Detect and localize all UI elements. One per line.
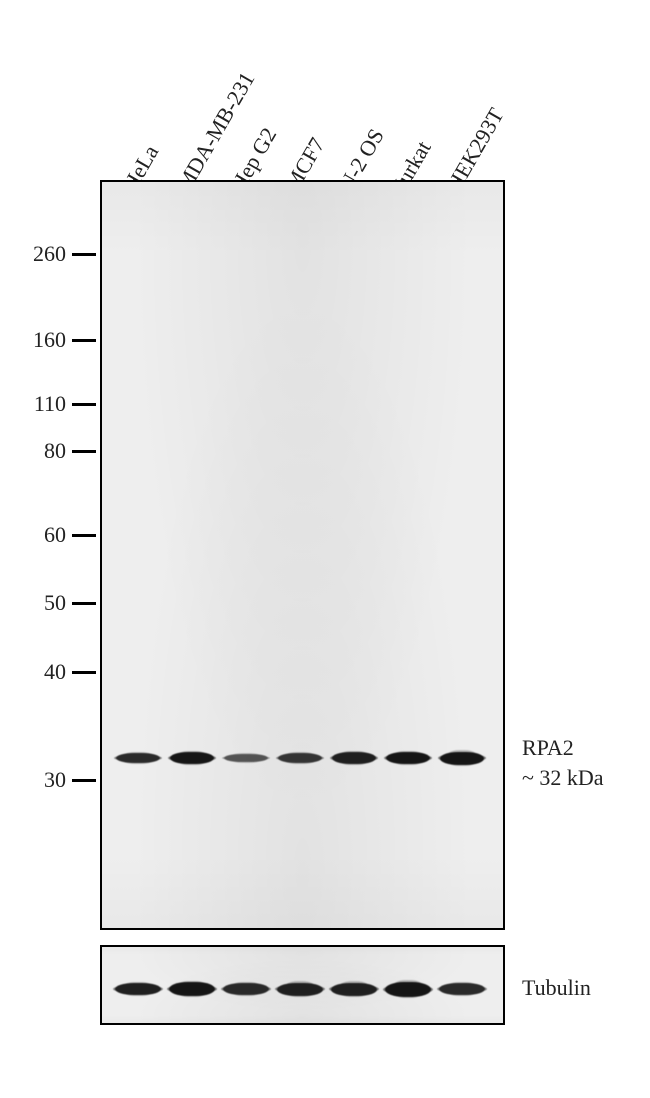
protein-band	[385, 982, 431, 997]
protein-band	[332, 752, 376, 764]
protein-band	[277, 983, 323, 996]
mw-label: 110	[0, 393, 66, 415]
right-label: RPA2~ 32 kDa	[522, 733, 604, 792]
protein-band	[115, 983, 161, 995]
protein-band	[278, 753, 322, 763]
mw-tick	[72, 534, 96, 537]
protein-band	[116, 753, 160, 763]
right-label-line1: Tubulin	[522, 973, 591, 1003]
mw-label: 160	[0, 329, 66, 351]
mw-label: 40	[0, 661, 66, 683]
protein-band	[331, 983, 377, 996]
protein-band	[439, 983, 485, 995]
protein-band	[440, 752, 484, 765]
mw-label: 60	[0, 524, 66, 546]
film-shading	[102, 182, 503, 928]
mw-tick	[72, 779, 96, 782]
mw-tick	[72, 602, 96, 605]
mw-label: 80	[0, 440, 66, 462]
mw-label: 50	[0, 592, 66, 614]
western-blot-figure: HeLaMDA-MB-231Hep G2MCF7U-2 OSJurkatHEK2…	[0, 0, 650, 1098]
right-label-line1: RPA2	[522, 733, 604, 763]
mw-label: 260	[0, 243, 66, 265]
mw-tick	[72, 339, 96, 342]
main-blot-panel	[100, 180, 505, 930]
mw-label: 30	[0, 769, 66, 791]
protein-band	[223, 983, 269, 995]
mw-tick	[72, 671, 96, 674]
right-label: Tubulin	[522, 973, 591, 1003]
mw-tick	[72, 450, 96, 453]
mw-tick	[72, 253, 96, 256]
right-label-line2: ~ 32 kDa	[522, 763, 604, 793]
protein-band	[169, 982, 215, 996]
protein-band	[170, 752, 214, 764]
protein-band	[386, 752, 430, 764]
protein-band	[224, 754, 268, 762]
mw-tick	[72, 403, 96, 406]
